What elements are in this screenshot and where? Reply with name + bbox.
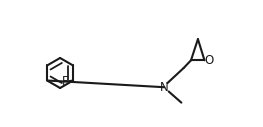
Text: N: N: [160, 81, 169, 94]
Text: F: F: [62, 75, 69, 88]
Text: O: O: [205, 54, 214, 67]
